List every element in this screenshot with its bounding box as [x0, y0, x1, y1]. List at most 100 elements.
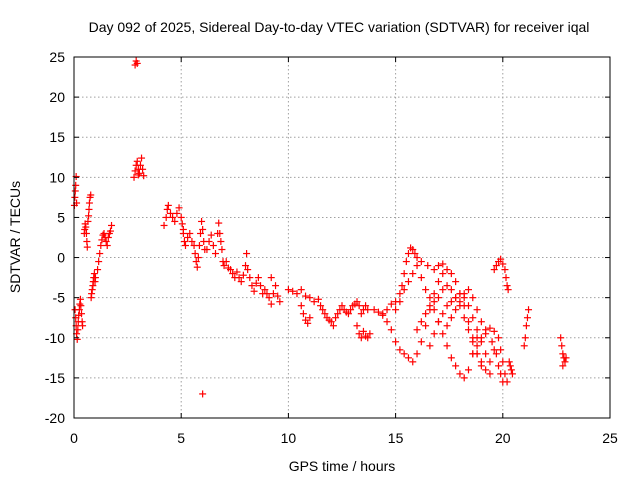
data-point [332, 314, 340, 322]
data-point [559, 362, 567, 370]
data-point [426, 342, 434, 350]
data-point [490, 266, 498, 274]
y-tick-label: 20 [49, 89, 65, 105]
data-point [94, 266, 102, 274]
data-point [417, 318, 425, 326]
data-point [413, 254, 421, 262]
data-point [274, 292, 282, 300]
data-point [267, 300, 275, 308]
data-point [130, 173, 138, 181]
data-point [263, 290, 271, 298]
data-point [71, 193, 79, 201]
data-point [87, 191, 95, 199]
data-point [347, 306, 355, 314]
data-point [306, 294, 314, 302]
data-point [424, 262, 432, 270]
data-point [244, 266, 252, 274]
data-point [250, 287, 258, 295]
data-point [409, 358, 417, 366]
data-point [557, 334, 565, 342]
data-point [370, 306, 378, 314]
data-point [473, 326, 481, 334]
data-point [181, 242, 189, 250]
data-point [217, 238, 225, 246]
ticks: 0 5 10 15 20 25 -20 -15 -10 -5 0 5 10 15 20 25 [45, 49, 618, 446]
y-tick-label: -5 [53, 290, 66, 306]
data-point [400, 350, 408, 358]
data-point [242, 262, 250, 270]
data-point [134, 171, 142, 179]
data-point [82, 223, 90, 231]
data-point [443, 282, 451, 290]
data-point [95, 258, 103, 266]
data-point [460, 290, 468, 298]
data-point [102, 238, 110, 246]
data-point [559, 350, 567, 358]
data-point [469, 338, 477, 346]
data-point [135, 169, 143, 177]
data-point [460, 374, 468, 382]
data-point [456, 298, 464, 306]
data-point [171, 217, 179, 225]
data-point [177, 213, 185, 221]
data-point [344, 310, 352, 318]
y-tick-label: -20 [45, 410, 65, 426]
data-point [199, 390, 207, 398]
data-point [195, 242, 203, 250]
data-point [417, 274, 425, 282]
data-points [70, 57, 570, 398]
data-point [88, 286, 96, 294]
data-point [413, 326, 421, 334]
data-point [492, 350, 500, 358]
data-point [261, 286, 269, 294]
data-point [430, 266, 438, 274]
data-point [508, 370, 516, 378]
data-point [334, 310, 342, 318]
y-tick-label: -15 [45, 370, 65, 386]
data-point [74, 326, 82, 334]
data-point [355, 302, 363, 310]
data-point [104, 234, 112, 241]
data-point [439, 270, 447, 278]
data-point [254, 274, 262, 282]
data-point [302, 292, 310, 300]
data-point [413, 262, 421, 270]
data-point [196, 229, 204, 237]
data-point [492, 262, 500, 270]
data-point [216, 229, 224, 237]
data-point [469, 314, 477, 322]
data-point [387, 300, 395, 308]
data-point [353, 298, 361, 306]
data-point [497, 370, 505, 378]
data-point [83, 243, 91, 251]
data-point [355, 330, 363, 338]
data-point [452, 306, 460, 314]
data-point [85, 199, 93, 207]
data-point [319, 306, 327, 314]
data-point [379, 310, 387, 318]
data-point [558, 342, 566, 350]
data-point [218, 246, 226, 254]
y-tick-label: 10 [49, 169, 65, 185]
data-point [209, 242, 217, 250]
data-point [163, 205, 171, 213]
data-point [73, 335, 81, 343]
data-point [314, 295, 322, 303]
data-point [252, 279, 260, 287]
data-point [430, 298, 438, 306]
data-point [317, 302, 325, 310]
x-tick-label: 15 [388, 430, 404, 446]
data-point [404, 250, 412, 258]
data-point [477, 334, 485, 342]
data-point [304, 319, 312, 327]
data-point [434, 318, 442, 326]
data-point [383, 318, 391, 326]
data-point [96, 250, 104, 258]
data-point [227, 266, 235, 274]
data-point [178, 220, 186, 228]
data-point [452, 362, 460, 370]
data-point [443, 266, 451, 274]
data-point [184, 234, 192, 241]
data-point [525, 306, 533, 314]
data-point [97, 242, 105, 250]
